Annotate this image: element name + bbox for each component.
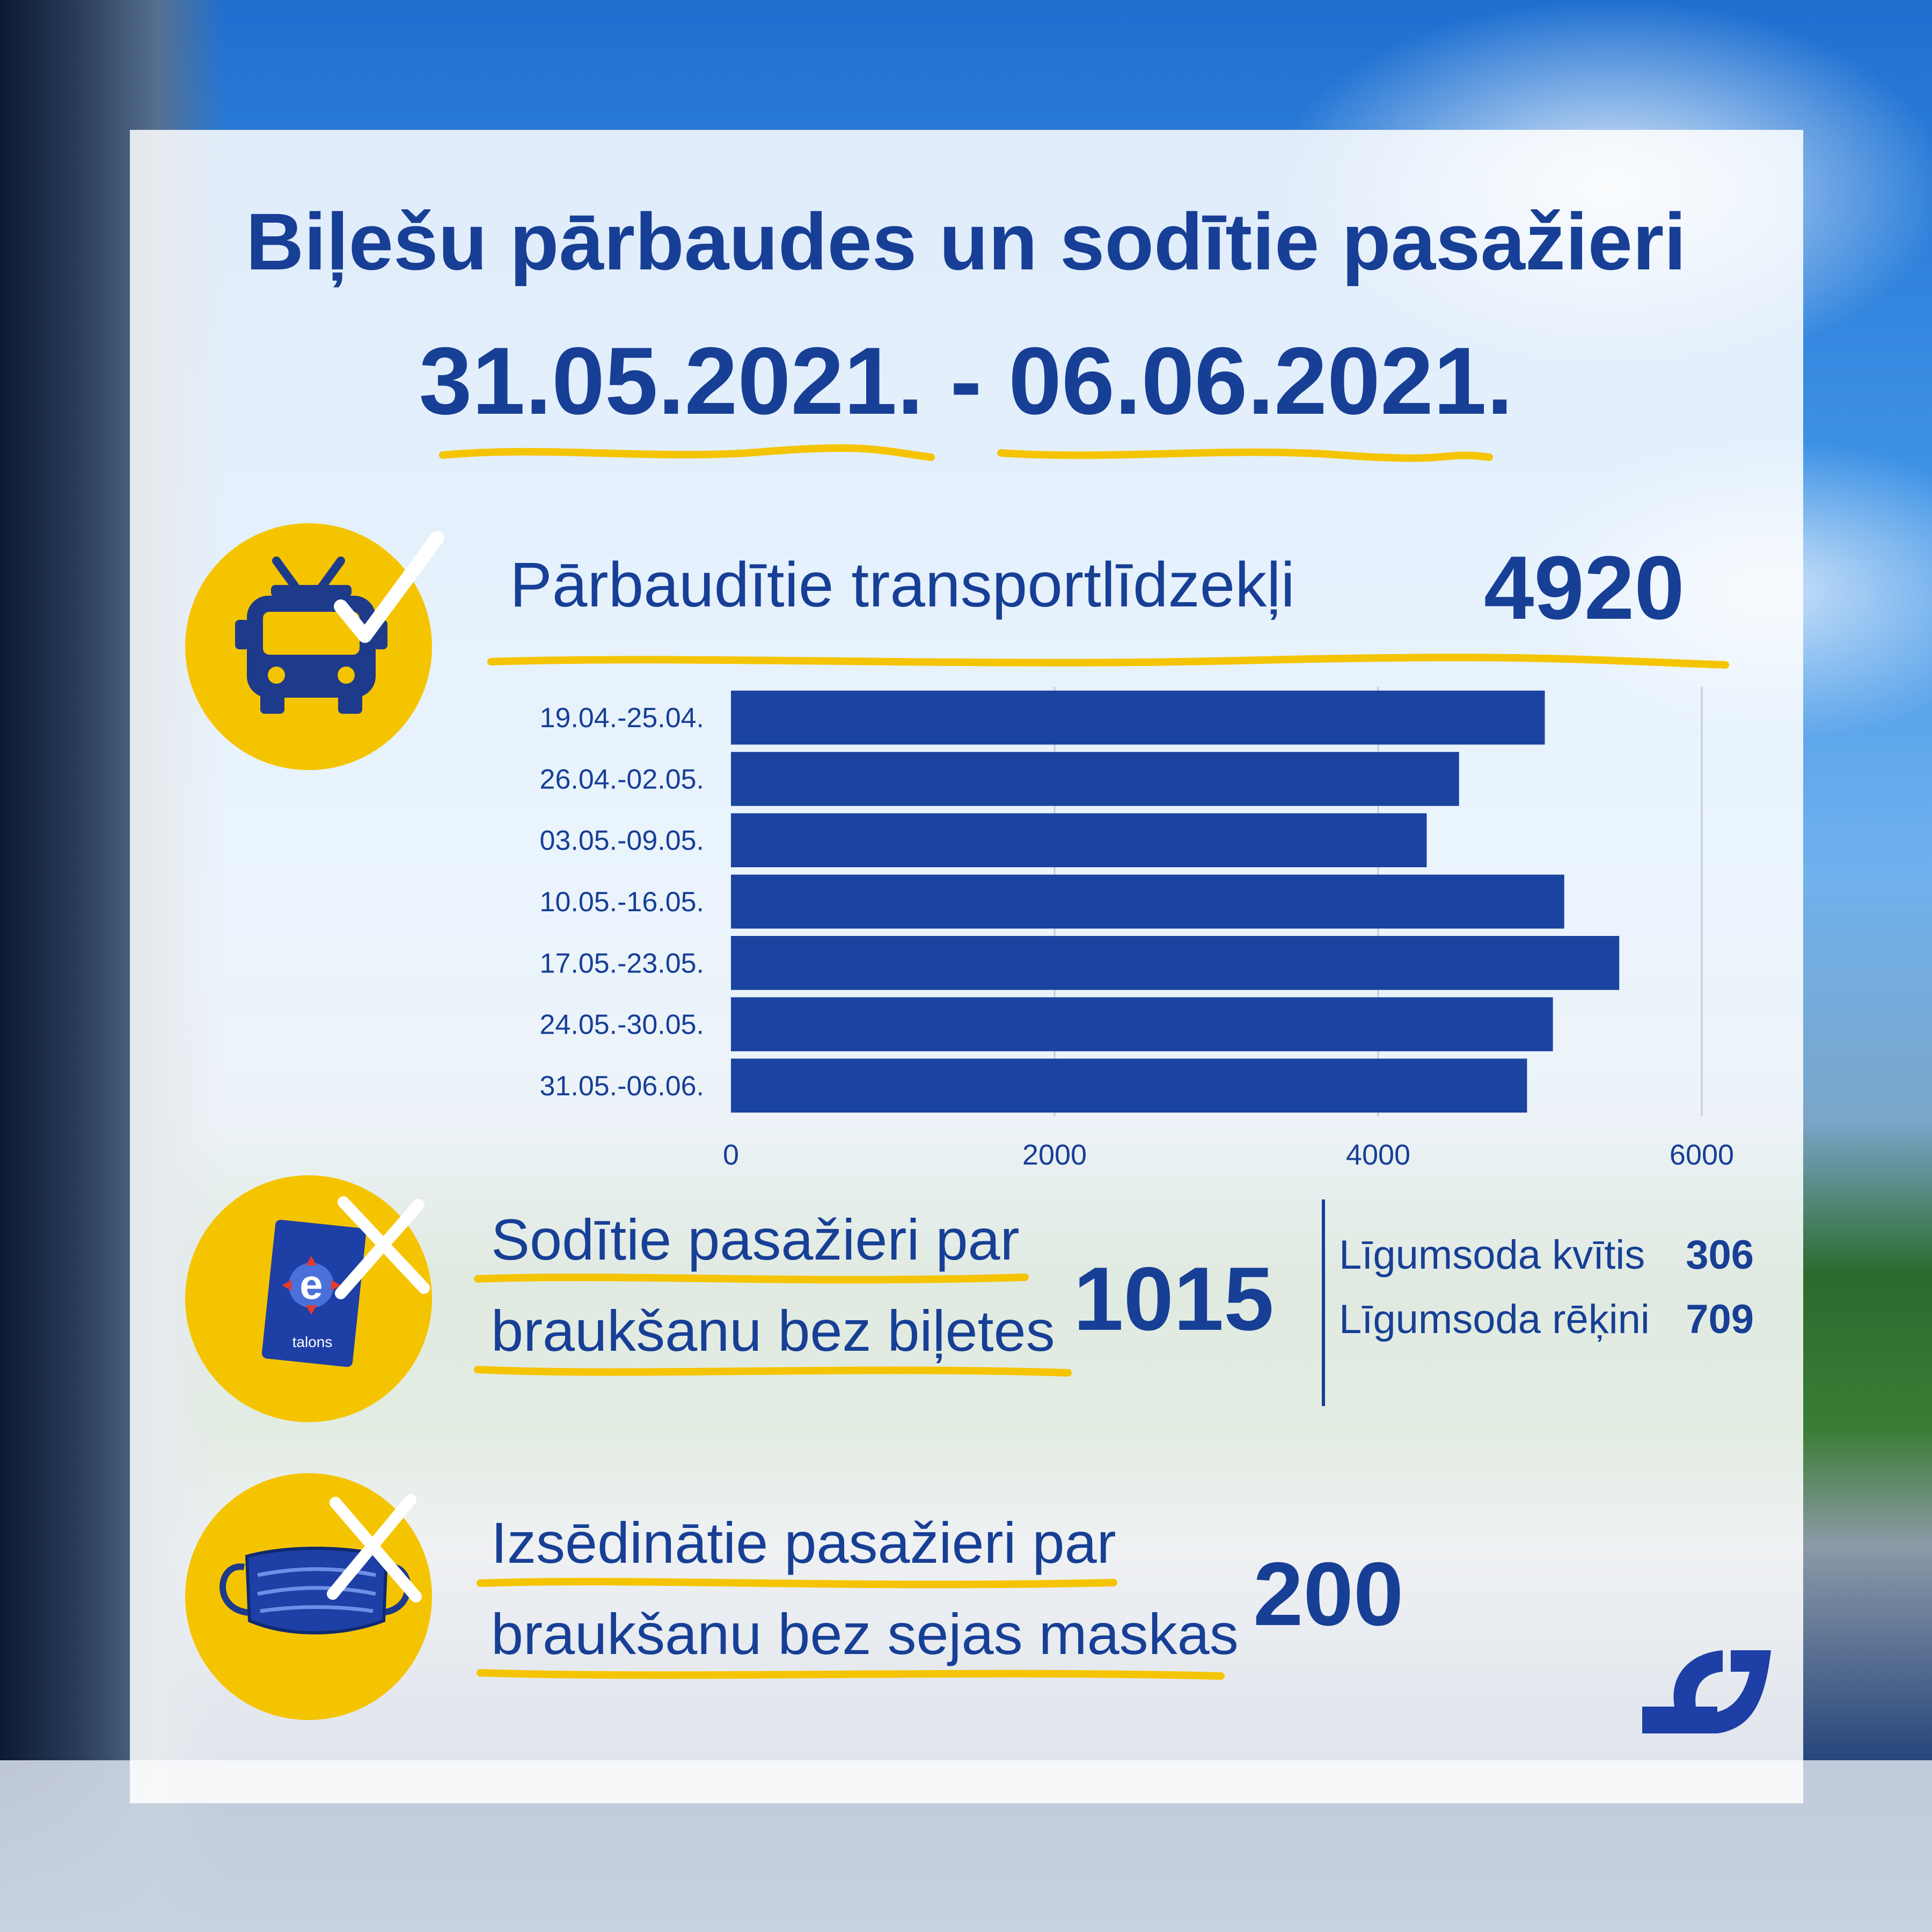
bar: [731, 813, 1427, 867]
svg-text:e: e: [299, 1261, 323, 1308]
fined-underline-2: [474, 1366, 1072, 1377]
breakdown-label-2: Līgumsoda rēķini: [1339, 1297, 1650, 1342]
vehicles-value: 4920: [1484, 537, 1685, 638]
masks-value: 200: [1253, 1543, 1404, 1644]
category-label: 31.05.-06.06.: [540, 1071, 704, 1102]
card-label: talons: [292, 1334, 333, 1350]
page-title: Biļešu pārbaudes un sodītie pasažieri: [245, 196, 1687, 287]
fined-underline-1: [474, 1274, 1029, 1284]
category-label: 24.05.-30.05.: [540, 1009, 704, 1041]
breakdown-value-1: 306: [1686, 1232, 1754, 1278]
bar: [731, 690, 1545, 745]
bar: [731, 1058, 1527, 1113]
masks-label-line1: Izsēdinātie pasažieri par: [491, 1510, 1116, 1575]
category-label: 17.05.-23.05.: [540, 948, 704, 979]
fined-label-line2: braukšanu bez biļetes: [491, 1298, 1055, 1363]
x-tick-label: 2000: [1022, 1139, 1087, 1171]
vehicles-bar-chart: 0 2000 4000 6000 19.04.-25.04. 26.04.-02.05. 0…: [540, 687, 1734, 1171]
period-title: 31.05.2021. - 06.06.2021.: [419, 327, 1513, 434]
trolleybus-check-icon: [235, 531, 444, 714]
breakdown-value-2: 709: [1686, 1297, 1754, 1342]
breakdown-divider: [1322, 1199, 1325, 1406]
masks-label-line2: braukšanu bez sejas maskas: [491, 1601, 1239, 1666]
period-underline-left: [439, 444, 935, 461]
category-label: 03.05.-09.05.: [540, 825, 704, 857]
category-label: 10.05.-16.05.: [540, 887, 704, 918]
bar: [731, 997, 1553, 1051]
category-label: 26.04.-02.05.: [540, 764, 704, 795]
vehicles-underline: [487, 654, 1729, 669]
fined-label-line1: Sodītie pasažieri par: [491, 1207, 1020, 1272]
period-underline-right: [997, 448, 1493, 462]
etalons-card-x-icon: e talons: [261, 1196, 430, 1367]
category-label: 19.04.-25.04.: [540, 702, 704, 734]
x-tick-label: 6000: [1670, 1139, 1734, 1171]
breakdown-label-1: Līgumsoda kvītis: [1339, 1232, 1645, 1278]
face-mask-x-icon: [219, 1494, 422, 1635]
x-tick-label: 4000: [1346, 1139, 1410, 1171]
bar: [731, 874, 1564, 929]
x-tick-label: 0: [723, 1139, 739, 1171]
fined-value: 1015: [1073, 1248, 1274, 1349]
bar: [731, 752, 1459, 806]
bar: [731, 936, 1620, 990]
vehicles-label: Pārbaudītie transportlīdzekļi: [510, 550, 1295, 620]
rigas-satiksme-logo: [1642, 1650, 1771, 1733]
masks-underline-2: [477, 1669, 1225, 1680]
masks-underline-1: [477, 1578, 1117, 1589]
